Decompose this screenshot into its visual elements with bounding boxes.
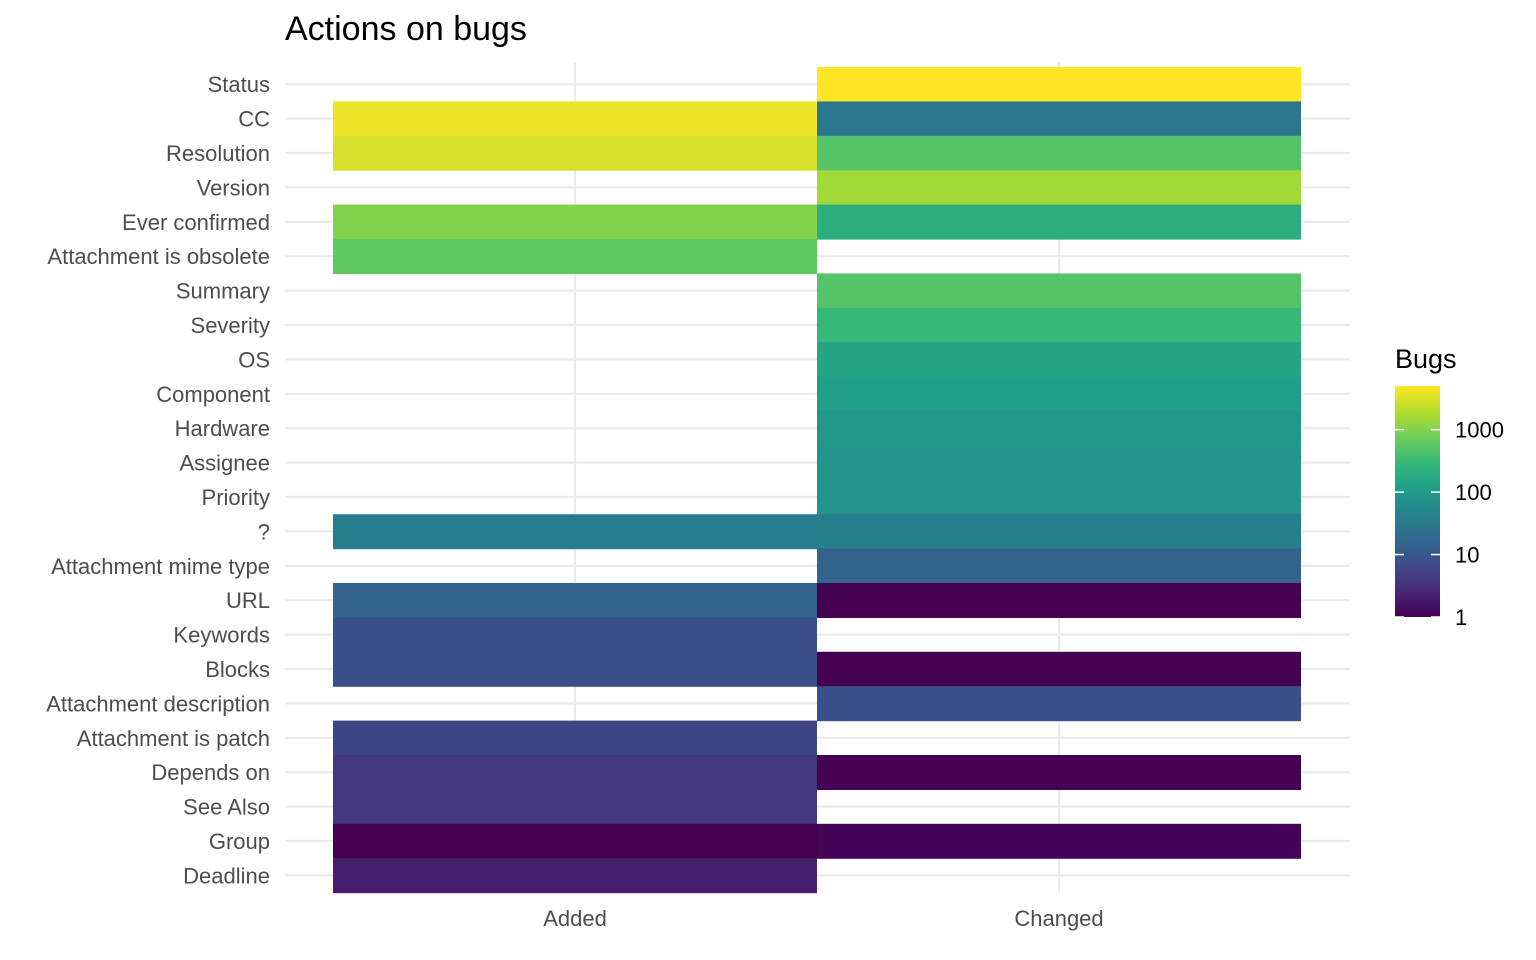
cell-cc-changed xyxy=(817,101,1301,137)
cell-blocks-added xyxy=(333,651,817,687)
y-tick-label-assignee: Assignee xyxy=(179,451,270,476)
cell-group-changed xyxy=(817,823,1301,859)
cell-ever-confirmed-changed xyxy=(817,204,1301,240)
y-tick-label-url: URL xyxy=(226,588,270,613)
legend-ticks: 1 10 100 1000 xyxy=(1395,418,1504,630)
cell-attachment-description-changed xyxy=(817,686,1301,722)
cell-keywords-added xyxy=(333,617,817,653)
cell-status-changed xyxy=(817,67,1301,102)
y-tick-label-hardware: Hardware xyxy=(175,416,270,441)
legend-color-bar xyxy=(1395,386,1440,617)
cell-attachment-mime-type-changed xyxy=(817,548,1301,584)
x-tick-label-changed: Changed xyxy=(1014,906,1103,931)
cell-attachment-is-patch-added xyxy=(333,720,817,756)
cell-unknown-changed xyxy=(817,514,1301,550)
y-tick-label-attachment-is-obsolete: Attachment is obsolete xyxy=(47,244,270,269)
chart-title: Actions on bugs xyxy=(285,10,527,48)
x-tick-label-added: Added xyxy=(543,906,607,931)
cell-assignee-changed xyxy=(817,445,1301,481)
cell-hardware-changed xyxy=(817,411,1301,446)
y-axis-ticks: Status CC Resolution Version Ever confirmed A… xyxy=(46,72,270,888)
cell-unknown-added xyxy=(333,514,817,550)
y-tick-label-keywords: Keywords xyxy=(173,623,270,648)
y-tick-label-depends-on: Depends on xyxy=(151,760,270,785)
cell-version-changed xyxy=(817,170,1301,206)
y-tick-label-see-also: See Also xyxy=(183,795,270,820)
cell-os-changed xyxy=(817,342,1301,378)
y-tick-label-component: Component xyxy=(156,382,270,407)
cell-resolution-added xyxy=(333,135,817,171)
x-axis-ticks: Added Changed xyxy=(543,906,1103,931)
cell-priority-changed xyxy=(817,479,1301,515)
cell-resolution-changed xyxy=(817,135,1301,171)
cell-group-added xyxy=(333,823,817,859)
cell-ever-confirmed-added xyxy=(333,204,817,240)
cell-attachment-is-obsolete-added xyxy=(333,239,817,274)
y-tick-label-status: Status xyxy=(208,72,270,97)
y-tick-label-unknown: ? xyxy=(258,519,270,544)
y-tick-label-severity: Severity xyxy=(191,313,270,338)
y-tick-label-attachment-mime-type: Attachment mime type xyxy=(51,554,270,579)
cell-depends-on-added xyxy=(333,755,817,790)
legend-title: Bugs xyxy=(1395,344,1457,374)
y-tick-label-version: Version xyxy=(197,175,270,200)
cell-severity-changed xyxy=(817,307,1301,343)
heatmap-cells xyxy=(333,67,1301,894)
y-tick-label-priority: Priority xyxy=(202,485,270,510)
y-tick-label-deadline: Deadline xyxy=(183,863,270,888)
y-tick-label-os: OS xyxy=(238,347,270,372)
cell-cc-added xyxy=(333,101,817,137)
y-tick-label-attachment-description: Attachment description xyxy=(46,691,270,716)
y-tick-label-blocks: Blocks xyxy=(205,657,270,682)
y-tick-label-ever-confirmed: Ever confirmed xyxy=(122,210,270,235)
y-tick-label-group: Group xyxy=(209,829,270,854)
y-tick-label-resolution: Resolution xyxy=(166,141,270,166)
cell-url-added xyxy=(333,583,817,618)
color-legend: Bugs 1 10 100 1000 xyxy=(1395,344,1504,630)
cell-component-changed xyxy=(817,376,1301,412)
y-tick-label-cc: CC xyxy=(238,107,270,132)
legend-label-1: 1 xyxy=(1455,605,1467,630)
y-tick-label-summary: Summary xyxy=(176,279,270,304)
legend-label-100: 100 xyxy=(1455,480,1492,505)
y-tick-label-attachment-is-patch: Attachment is patch xyxy=(77,726,270,751)
cell-depends-on-changed xyxy=(817,755,1301,790)
cell-deadline-added xyxy=(333,858,817,894)
cell-see-also-added xyxy=(333,789,817,825)
cell-url-changed xyxy=(817,583,1301,618)
cell-blocks-changed xyxy=(817,651,1301,687)
cell-summary-changed xyxy=(817,273,1301,309)
legend-label-1000: 1000 xyxy=(1455,418,1504,443)
legend-label-10: 10 xyxy=(1455,543,1479,568)
